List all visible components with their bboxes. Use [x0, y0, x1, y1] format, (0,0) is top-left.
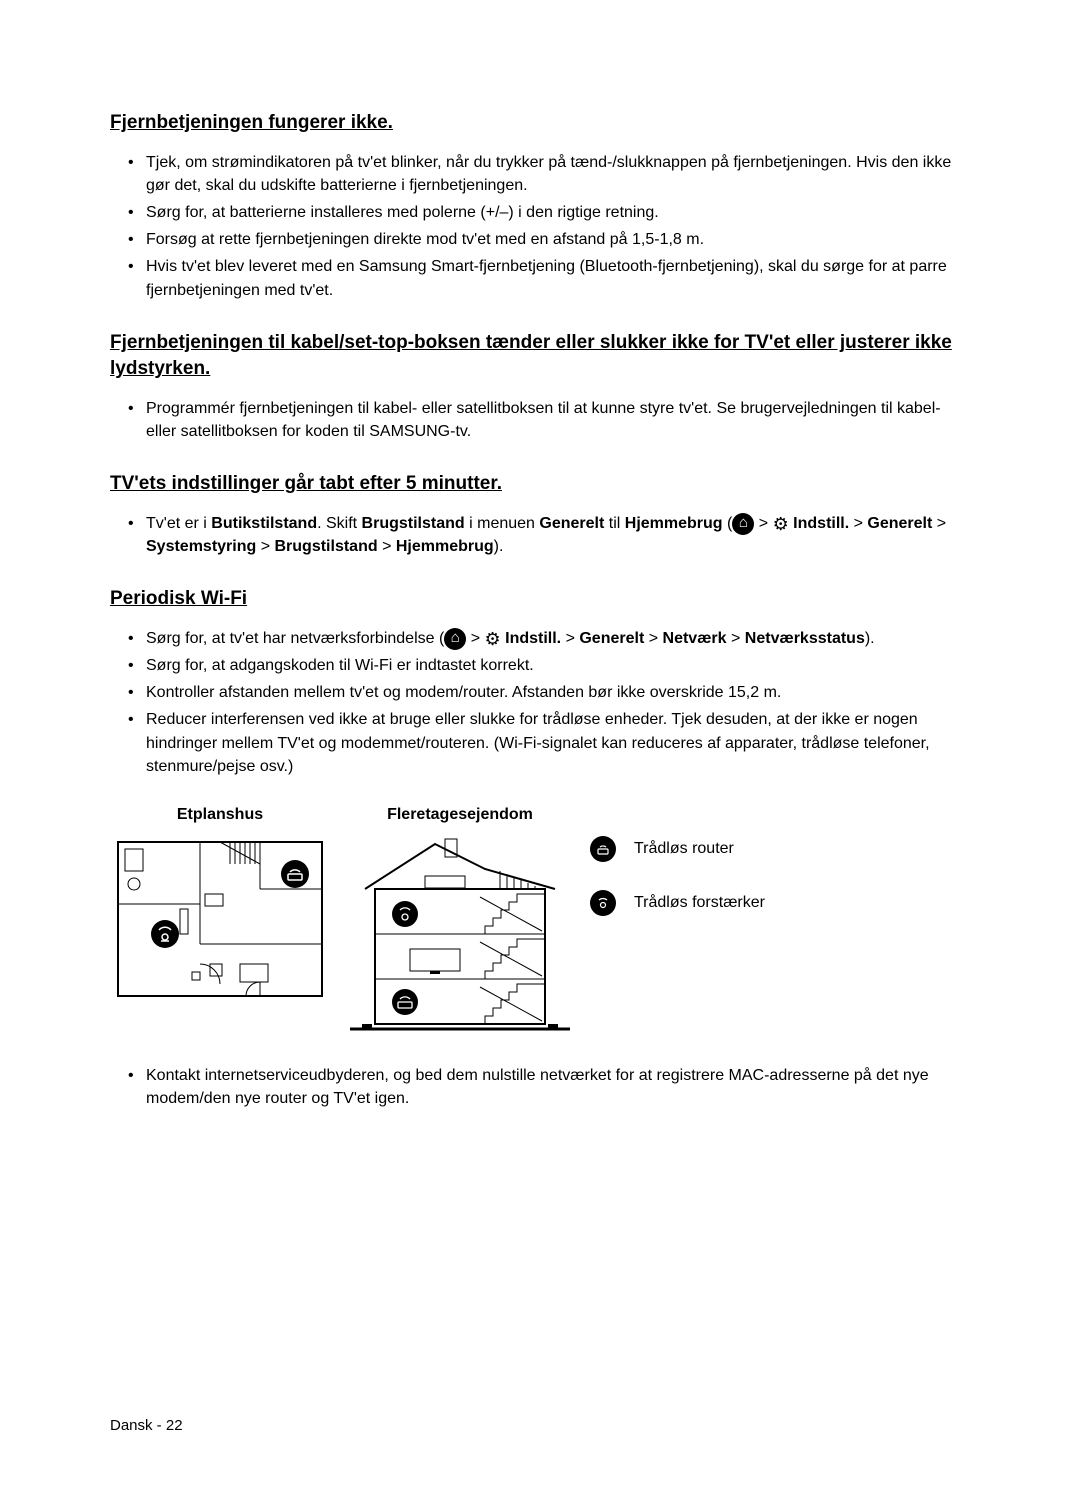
list-item: Programmér fjernbetjeningen til kabel- e… — [132, 397, 970, 443]
gear-icon: ⚙ — [485, 630, 501, 648]
text-run: Hvis tv'et blev leveret med en Samsung S… — [146, 258, 947, 298]
text-run: ( — [723, 515, 733, 532]
text-run: til — [604, 515, 624, 532]
text-run: Butikstilstand — [211, 515, 317, 532]
section-heading: Fjernbetjeningen til kabel/set-top-bokse… — [110, 330, 970, 383]
list-item: Kontakt internetserviceudbyderen, og bed… — [132, 1064, 970, 1110]
legend-item: Trådløs router — [590, 836, 765, 862]
list-item: Reducer interferensen ved ikke at bruge … — [132, 708, 970, 778]
text-run: > — [932, 515, 946, 532]
section-heading: Fjernbetjeningen fungerer ikke. — [110, 110, 970, 137]
text-run: Netværk — [663, 630, 727, 647]
text-run: Indstill. — [505, 630, 561, 647]
text-run: > — [727, 630, 745, 647]
bullet-list: Sørg for, at tv'et har netværksforbindel… — [110, 627, 970, 778]
document-page: Fjernbetjeningen fungerer ikke. Tjek, om … — [110, 110, 970, 1110]
text-run: Generelt — [579, 630, 644, 647]
text-run: Kontroller afstanden mellem tv'et og mod… — [146, 684, 781, 701]
text-run: Tv'et er i — [146, 515, 211, 532]
list-item: Tv'et er i Butikstilstand. Skift Brugsti… — [132, 512, 970, 558]
gear-icon: ⚙ — [773, 515, 789, 533]
text-run: Forsøg at rette fjernbetjeningen direkte… — [146, 231, 704, 248]
text-run: Systemstyring — [146, 538, 256, 555]
page-footer: Dansk - 22 — [110, 1417, 183, 1434]
text-run: Brugstilstand — [362, 515, 465, 532]
section: Fjernbetjeningen fungerer ikke. Tjek, om … — [110, 110, 970, 302]
text-run: Hjemmebrug — [625, 515, 723, 532]
text-run: Hjemmebrug — [396, 538, 494, 555]
text-run: Sørg for, at tv'et har netværksforbindel… — [146, 630, 444, 647]
text-run: > — [256, 538, 274, 555]
bullet-list: Tjek, om strømindikatoren på tv'et blink… — [110, 151, 970, 302]
text-run: Sørg for, at adgangskoden til Wi-Fi er i… — [146, 657, 534, 674]
text-run: . Skift — [317, 515, 361, 532]
text-run: i menuen — [465, 515, 540, 532]
list-item: Forsøg at rette fjernbetjeningen direkte… — [132, 228, 970, 251]
bullet-list: Programmér fjernbetjeningen til kabel- e… — [110, 397, 970, 443]
text-run: > — [849, 515, 867, 532]
list-item: Hvis tv'et blev leveret med en Samsung S… — [132, 255, 970, 301]
section: TV'ets indstillinger går tabt efter 5 mi… — [110, 471, 970, 558]
building-diagram — [350, 834, 570, 1034]
legend: Trådløs router Trådløs forstærker — [590, 806, 765, 1034]
text-run: Generelt — [539, 515, 604, 532]
list-item: Kontroller afstanden mellem tv'et og mod… — [132, 681, 970, 704]
bullet-list: Kontakt internetserviceudbyderen, og bed… — [110, 1064, 970, 1110]
legend-label: Trådløs forstærker — [634, 894, 765, 912]
legend-label: Trådløs router — [634, 840, 734, 858]
section: Periodisk Wi-Fi Sørg for, at tv'et har ne… — [110, 586, 970, 778]
text-run: > — [644, 630, 662, 647]
text-run: Indstill. — [793, 515, 849, 532]
text-run: Kontakt internetserviceudbyderen, og bed… — [146, 1067, 929, 1107]
section: Fjernbetjeningen til kabel/set-top-bokse… — [110, 330, 970, 444]
diagram-title: Etplanshus — [177, 806, 263, 824]
text-run: Sørg for, at batterierne installeres med… — [146, 204, 659, 221]
text-run: > — [378, 538, 396, 555]
bullet-list: Tv'et er i Butikstilstand. Skift Brugsti… — [110, 512, 970, 558]
home-icon — [732, 513, 754, 535]
section-heading: TV'ets indstillinger går tabt efter 5 mi… — [110, 471, 970, 498]
text-run: > — [754, 515, 772, 532]
text-run: ). — [494, 538, 504, 555]
repeater-icon — [590, 890, 616, 916]
text-run: ). — [865, 630, 875, 647]
home-icon — [444, 628, 466, 650]
legend-item: Trådløs forstærker — [590, 890, 765, 916]
section-heading: Periodisk Wi-Fi — [110, 586, 970, 613]
diagram-building: Fleretagesejendom — [350, 806, 570, 1034]
text-run: Tjek, om strømindikatoren på tv'et blink… — [146, 154, 951, 194]
diagrams-row: Etplanshus — [110, 806, 970, 1034]
list-item: Sørg for, at batterierne installeres med… — [132, 201, 970, 224]
text-run: Netværksstatus — [745, 630, 865, 647]
text-run: Reducer interferensen ved ikke at bruge … — [146, 711, 930, 774]
router-icon — [590, 836, 616, 862]
text-run: Generelt — [867, 515, 932, 532]
list-item: Sørg for, at tv'et har netværksforbindel… — [132, 627, 970, 650]
text-run: Programmér fjernbetjeningen til kabel- e… — [146, 400, 941, 440]
text-run: > — [561, 630, 579, 647]
text-run: Brugstilstand — [275, 538, 378, 555]
diagram-floorplan: Etplanshus — [110, 806, 330, 1034]
list-item: Tjek, om strømindikatoren på tv'et blink… — [132, 151, 970, 197]
floorplan-diagram — [110, 834, 330, 1004]
text-run: > — [466, 630, 484, 647]
diagram-title: Fleretagesejendom — [387, 806, 533, 824]
list-item: Sørg for, at adgangskoden til Wi-Fi er i… — [132, 654, 970, 677]
